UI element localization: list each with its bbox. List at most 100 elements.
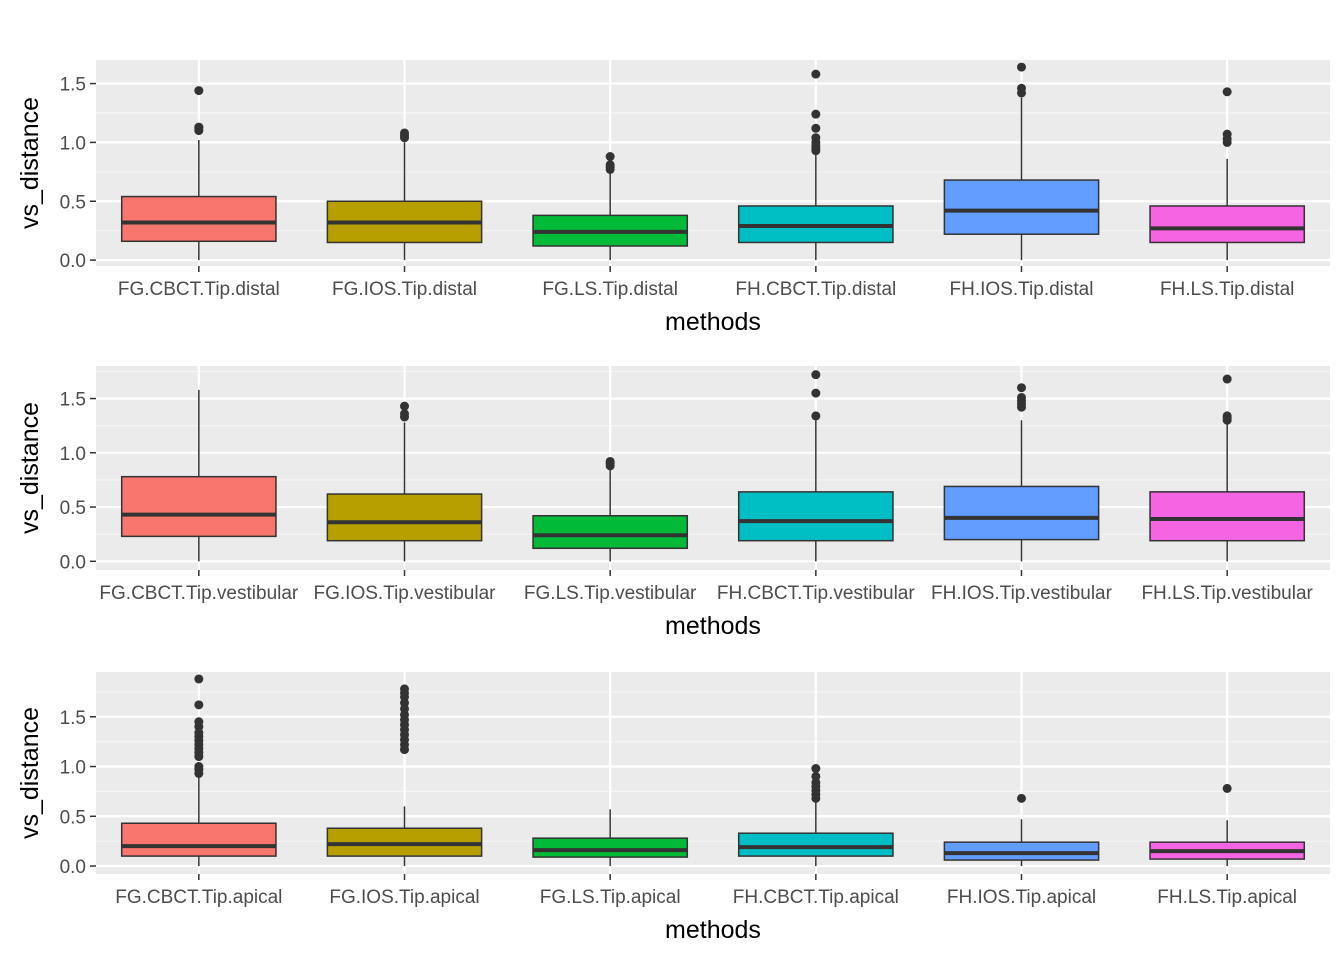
panel-2: 0.0 0.5 1.0 1.5 FG.CBCT.Tip.vestibular FG.IOS… bbox=[16, 366, 1330, 640]
y-tick-label: 1.5 bbox=[60, 708, 86, 729]
box-body bbox=[1149, 491, 1306, 542]
box-body bbox=[943, 485, 1100, 541]
panel-background bbox=[96, 366, 1330, 570]
y-tick-label: 0.5 bbox=[60, 807, 86, 828]
x-tick-label: FG.CBCT.Tip.vestibular bbox=[99, 583, 299, 604]
y-tick-label: 0.0 bbox=[60, 857, 86, 878]
x-tick-label: FG.IOS.Tip.distal bbox=[332, 279, 477, 300]
outlier-point bbox=[400, 684, 409, 694]
y-tick-label: 1.5 bbox=[60, 75, 86, 96]
y-tick-label: 0.0 bbox=[60, 552, 86, 573]
box-body bbox=[943, 179, 1100, 235]
box-4 bbox=[737, 69, 894, 261]
x-tick-label: FH.IOS.Tip.distal bbox=[950, 279, 1094, 300]
outlier-point bbox=[605, 456, 615, 466]
outlier-point bbox=[400, 401, 409, 411]
box-body bbox=[120, 475, 277, 538]
x-tick-label: FG.LS.Tip.apical bbox=[540, 887, 681, 908]
x-tick-label: FH.LS.Tip.distal bbox=[1160, 279, 1294, 300]
y-axis-title: vs_distance bbox=[16, 97, 44, 229]
box-4 bbox=[737, 370, 894, 562]
box-5 bbox=[943, 383, 1100, 562]
box-body bbox=[737, 832, 894, 857]
box-body bbox=[532, 514, 689, 550]
box-2 bbox=[326, 401, 483, 562]
box-6 bbox=[1149, 87, 1306, 261]
box-body bbox=[532, 837, 689, 858]
outlier-point bbox=[194, 122, 204, 132]
y-tick-label: 0.0 bbox=[60, 251, 86, 272]
outlier-point bbox=[194, 717, 204, 727]
box-3 bbox=[532, 152, 689, 261]
y-tick-label: 1.0 bbox=[60, 758, 86, 779]
box-6 bbox=[1149, 783, 1306, 867]
panel-1: 0.0 0.5 1.0 1.5 FG.CBCT.Tip.distal FG.IOS.Tip… bbox=[16, 60, 1330, 336]
outlier-point bbox=[811, 123, 821, 133]
panel-background bbox=[96, 672, 1330, 874]
outlier-point bbox=[1222, 129, 1232, 139]
box-body bbox=[737, 491, 894, 542]
x-tick-label: FG.LS.Tip.vestibular bbox=[524, 583, 697, 604]
box-body bbox=[120, 822, 277, 857]
box-1 bbox=[120, 674, 277, 867]
outlier-point bbox=[605, 152, 615, 162]
box-6 bbox=[1149, 374, 1306, 562]
box-3 bbox=[532, 809, 689, 867]
outlier-point bbox=[811, 69, 821, 79]
box-body bbox=[120, 195, 277, 243]
x-tick-label: FH.CBCT.Tip.vestibular bbox=[717, 583, 915, 604]
outlier-point bbox=[194, 674, 204, 684]
box-5 bbox=[943, 793, 1100, 867]
outlier-point bbox=[1222, 783, 1232, 793]
outlier-point bbox=[1222, 411, 1232, 421]
y-axis-title: vs_distance bbox=[16, 402, 44, 534]
box-1 bbox=[120, 86, 277, 261]
y-tick-label: 1.0 bbox=[60, 444, 86, 465]
box-1 bbox=[120, 389, 277, 562]
outlier-point bbox=[811, 771, 821, 781]
outlier-point bbox=[1017, 793, 1026, 803]
outlier-point bbox=[811, 370, 821, 380]
box-5 bbox=[943, 62, 1100, 261]
outlier-point bbox=[605, 160, 615, 170]
outlier-point bbox=[811, 388, 821, 398]
x-tick-label: FH.CBCT.Tip.distal bbox=[735, 279, 896, 300]
box-2 bbox=[326, 128, 483, 261]
y-tick-label: 0.5 bbox=[60, 498, 86, 519]
box-body bbox=[326, 493, 483, 542]
panel-3: 0.0 0.5 1.0 1.5 FG.CBCT.Tip.apical FG.IOS.Tip… bbox=[16, 672, 1330, 944]
outlier-point bbox=[1222, 87, 1232, 97]
outlier-point bbox=[194, 86, 204, 96]
outlier-point bbox=[194, 762, 204, 772]
outlier-point bbox=[811, 411, 821, 421]
x-tick-label: FH.IOS.Tip.vestibular bbox=[931, 583, 1113, 604]
panel-background bbox=[96, 60, 1330, 266]
x-tick-label: FG.IOS.Tip.vestibular bbox=[314, 583, 497, 604]
outlier-point bbox=[1017, 83, 1026, 93]
outlier-point bbox=[194, 700, 204, 710]
outlier-point bbox=[1222, 374, 1232, 384]
x-tick-label: FG.LS.Tip.distal bbox=[542, 279, 678, 300]
y-tick-label: 1.5 bbox=[60, 390, 86, 411]
y-tick-label: 0.5 bbox=[60, 192, 86, 213]
box-4 bbox=[737, 764, 894, 867]
x-tick-label: FG.CBCT.Tip.distal bbox=[118, 279, 280, 300]
x-tick-label: FH.IOS.Tip.apical bbox=[947, 887, 1096, 908]
outlier-point bbox=[811, 133, 821, 143]
outlier-point bbox=[400, 409, 409, 419]
box-3 bbox=[532, 456, 689, 562]
x-tick-label: FG.CBCT.Tip.apical bbox=[115, 887, 282, 908]
outlier-point bbox=[400, 128, 409, 138]
x-tick-label: FH.LS.Tip.vestibular bbox=[1141, 583, 1313, 604]
x-tick-label: FH.LS.Tip.apical bbox=[1157, 887, 1297, 908]
outlier-point bbox=[1017, 383, 1026, 393]
x-tick-label: FH.CBCT.Tip.apical bbox=[733, 887, 899, 908]
x-axis-title: methods bbox=[665, 308, 761, 336]
outlier-point bbox=[1017, 392, 1026, 402]
y-tick-label: 1.0 bbox=[60, 133, 86, 154]
x-axis-title: methods bbox=[665, 612, 761, 640]
outlier-point bbox=[811, 764, 821, 774]
y-axis-title: vs_distance bbox=[16, 707, 44, 839]
x-tick-label: FG.IOS.Tip.apical bbox=[329, 887, 479, 908]
outlier-point bbox=[1017, 62, 1026, 72]
